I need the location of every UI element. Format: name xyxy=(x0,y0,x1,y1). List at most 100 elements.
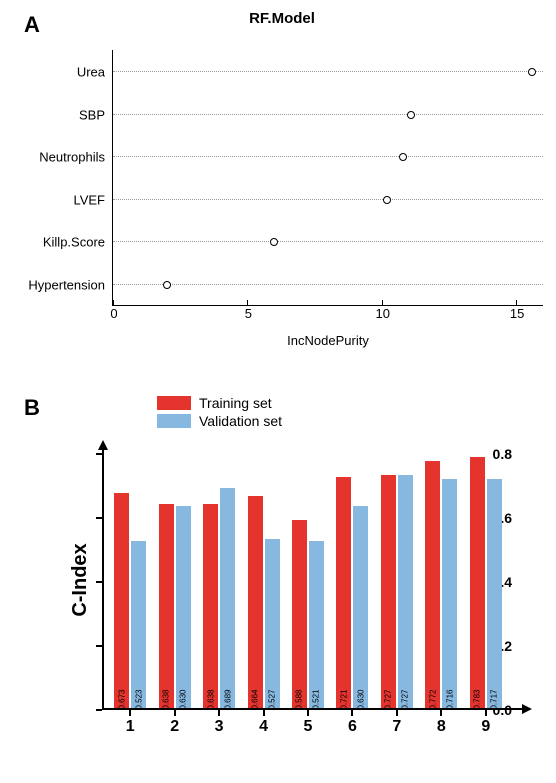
x-tick xyxy=(440,710,442,716)
feature-dot xyxy=(383,196,391,204)
bar-train: 0.588 xyxy=(292,520,307,708)
bar-value-label: 0.638 xyxy=(206,689,215,709)
x-tick-label: 15 xyxy=(510,306,524,321)
panel-a: RF.Model IncNodePurity Urea SBP Neutrophil… xyxy=(22,10,542,380)
bar-group: 0.6380.6302 xyxy=(152,450,196,710)
y-tick xyxy=(96,645,102,647)
x-tick: 10 xyxy=(382,300,383,306)
bar-val: 0.717 xyxy=(487,479,502,708)
x-tick xyxy=(129,710,131,716)
feature-row: Urea xyxy=(113,71,543,72)
bar-val: 0.630 xyxy=(353,506,368,708)
x-tick: 0 xyxy=(113,300,114,306)
bar-group: 0.7830.7179 xyxy=(464,450,508,710)
bar-pair: 0.7210.630 xyxy=(336,477,368,708)
x-tick-label: 10 xyxy=(376,306,390,321)
x-tick xyxy=(396,710,398,716)
bar-group: 0.7270.7277 xyxy=(375,450,419,710)
x-tick-label: 2 xyxy=(170,718,179,736)
bar-value-label: 0.772 xyxy=(428,689,437,709)
bar-pair: 0.664 0.527 xyxy=(248,496,280,708)
bar-train: 0.638 xyxy=(159,504,174,708)
y-tick xyxy=(96,709,102,711)
bar-val: 0.527 xyxy=(265,539,280,708)
y-axis xyxy=(102,450,104,710)
bar-pair: 0.727 0.727 xyxy=(381,475,413,708)
feature-row: Killp.Score xyxy=(113,241,543,242)
bar-train: 0.664 xyxy=(248,496,263,708)
feature-label: SBP xyxy=(79,107,113,122)
x-tick-label: 8 xyxy=(437,718,446,736)
bar-value-label: 0.727 xyxy=(401,689,410,709)
bar-val: 0.521 xyxy=(309,541,324,708)
bar-val: 0.630 xyxy=(176,506,191,708)
x-tick xyxy=(218,710,220,716)
x-tick-label: 1 xyxy=(126,718,135,736)
bar-value-label: 0.638 xyxy=(162,689,171,709)
x-tick-label: 4 xyxy=(259,718,268,736)
feature-dot xyxy=(399,153,407,161)
feature-row: LVEF xyxy=(113,199,543,200)
x-tick xyxy=(307,710,309,716)
x-tick: 15 xyxy=(516,300,517,306)
bar-pair: 0.673 0.523 xyxy=(114,493,146,708)
bar-pair: 0.638 0.630 xyxy=(159,504,191,708)
bar-value-label: 0.527 xyxy=(268,689,277,709)
bar-value-label: 0.673 xyxy=(117,689,126,709)
y-tick xyxy=(96,517,102,519)
bar-value-label: 0.630 xyxy=(356,689,365,709)
bar-value-label: 0.689 xyxy=(223,689,232,709)
bar-train: 0.783 xyxy=(470,457,485,708)
bar-pair: 0.588 0.521 xyxy=(292,520,324,708)
x-tick xyxy=(351,710,353,716)
x-tick-label: 6 xyxy=(348,718,357,736)
legend-item: Validation set xyxy=(157,413,282,429)
panel-b-ylabel: C-Index xyxy=(69,543,92,616)
x-tick-label: 5 xyxy=(245,306,252,321)
feature-dot xyxy=(270,238,278,246)
bar-val: 0.716 xyxy=(442,479,457,708)
feature-dot xyxy=(407,111,415,119)
x-tick xyxy=(485,710,487,716)
x-tick xyxy=(174,710,176,716)
bar-pair: 0.772 0.716 xyxy=(425,461,457,708)
bar-value-label: 0.630 xyxy=(179,689,188,709)
bar-value-label: 0.523 xyxy=(134,689,143,709)
bar-value-label: 0.783 xyxy=(473,689,482,709)
x-tick-label: 3 xyxy=(215,718,224,736)
panel-a-title: RF.Model xyxy=(22,10,542,27)
bar-value-label: 0.717 xyxy=(490,689,499,709)
bar-group: 0.6730.5231 xyxy=(108,450,152,710)
y-tick xyxy=(96,453,102,455)
feature-row: Neutrophils xyxy=(113,156,543,157)
bar-train: 0.638 xyxy=(203,504,218,708)
bar-value-label: 0.716 xyxy=(445,689,454,709)
feature-label: LVEF xyxy=(73,192,113,207)
bar-train: 0.727 xyxy=(381,475,396,708)
x-tick-label: 0 xyxy=(110,306,117,321)
panel-b-plot: C-Index 0.00.20.40.60.80.6730.52310.6380… xyxy=(102,450,522,710)
bar-group: 0.7720.7168 xyxy=(419,450,463,710)
bar-train: 0.772 xyxy=(425,461,440,708)
panel-b: Training setValidation set C-Index 0.00.… xyxy=(22,395,542,775)
bar-val: 0.727 xyxy=(398,475,413,708)
bar-value-label: 0.664 xyxy=(251,689,260,709)
panel-a-plot: IncNodePurity UreaSBPNeutrophilsLVEFKill… xyxy=(112,50,543,306)
bar-train: 0.673 xyxy=(114,493,129,708)
bar-val: 0.689 xyxy=(220,488,235,708)
bar-group: 0.6380.6893 xyxy=(197,450,241,710)
feature-row: SBP xyxy=(113,114,543,115)
panel-b-legend: Training setValidation set xyxy=(157,395,282,431)
bar-value-label: 0.588 xyxy=(295,689,304,709)
legend-text: Validation set xyxy=(199,413,282,429)
feature-label: Hypertension xyxy=(28,277,113,292)
x-tick-label: 7 xyxy=(392,718,401,736)
x-tick: 5 xyxy=(247,300,248,306)
bar-pair: 0.783 0.717 xyxy=(470,457,502,708)
feature-label: Neutrophils xyxy=(39,150,113,165)
bar-group: 0.7210.6306 xyxy=(330,450,374,710)
panel-a-xlabel: IncNodePurity xyxy=(113,333,543,348)
bar-value-label: 0.521 xyxy=(312,689,321,709)
bar-pair: 0.638 0.689 xyxy=(203,488,235,708)
bar-val: 0.523 xyxy=(131,541,146,708)
